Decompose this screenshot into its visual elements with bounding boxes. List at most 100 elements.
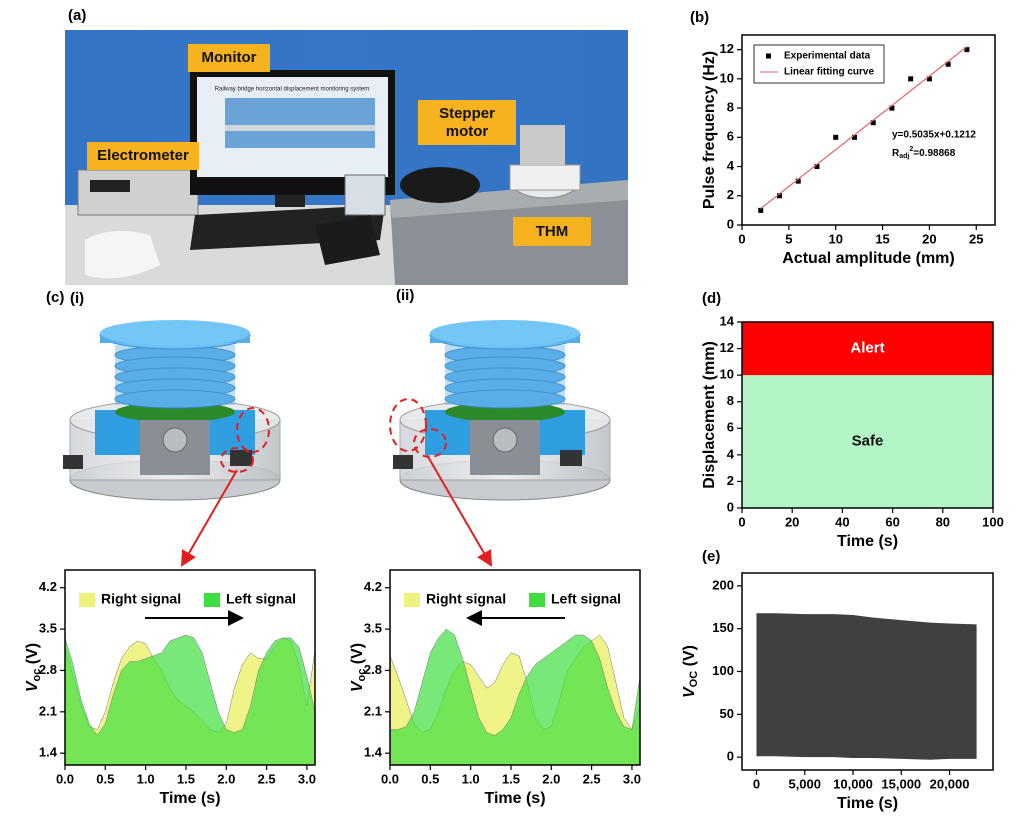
zone	[742, 322, 993, 376]
x-tick-label: 15	[875, 231, 889, 246]
y-axis-label: Pulse frequency (Hz)	[701, 51, 718, 209]
render-part	[445, 345, 565, 405]
x-tick-label: 0.0	[56, 771, 74, 786]
x-tick-label: 2.0	[217, 771, 235, 786]
legend-label: Right signal	[426, 591, 506, 607]
legend-label: Left signal	[226, 591, 296, 607]
signal-band	[756, 613, 977, 760]
chart: Right signal Left signal 0.0 0.5 1.0 1.5 2.0 2.…	[24, 569, 316, 807]
zone-label: Alert	[850, 340, 884, 357]
data-point	[889, 105, 895, 111]
data-point	[776, 193, 782, 199]
data-point	[908, 76, 914, 82]
x-axis-label: Time (s)	[837, 795, 898, 812]
y-tick-label: 2.1	[364, 703, 382, 718]
annotation: y=0.5035x+0.1212	[892, 130, 976, 141]
signal-area	[64, 634, 316, 766]
panel-labels: (a) (b) (c) (i) (ii) (d) (e)	[46, 7, 721, 565]
chart: Safe Alert 0 20 40 60 80 100 0 2 4 6 8 10 12 14 Time (s)…	[701, 313, 1004, 550]
y-tick-label: 2	[727, 187, 734, 202]
y-tick-label: 50	[720, 706, 734, 721]
y-axis-label-part: oc	[31, 669, 43, 682]
data-point	[964, 47, 970, 53]
legend-label: Linear fitting curve	[784, 67, 874, 78]
annotation: Radj2=0.98868	[892, 146, 956, 160]
plot-frame	[741, 34, 996, 226]
data-point	[833, 134, 839, 140]
data-point	[795, 178, 801, 184]
y-tick-label: 0	[727, 216, 734, 231]
x-tick-label: 2.0	[542, 771, 560, 786]
render-part	[63, 455, 83, 469]
photo: Railway bridge horizontal displacement m…	[65, 30, 628, 285]
y-tick-label: 100	[712, 663, 734, 678]
x-tick-label: 20	[922, 231, 936, 246]
x-tick-label: 0.5	[421, 771, 439, 786]
y-tick-label: 200	[712, 577, 734, 592]
render-part	[114, 389, 236, 409]
chart: Experimental data Linear fitting curve y=0…	[701, 34, 996, 267]
panel-label: (a)	[68, 7, 86, 24]
panel-label: (b)	[690, 9, 709, 26]
y-tick-label: 10	[720, 367, 734, 382]
x-tick-label: 0	[753, 776, 760, 791]
y-tick-label: 3.5	[364, 621, 382, 636]
x-tick-label: 2.5	[258, 771, 276, 786]
x-tick-label: 40	[835, 514, 849, 529]
y-axis-label: Voc (V)	[24, 643, 43, 692]
x-tick-label: 0.5	[96, 771, 114, 786]
chart: 0 5,000 10,000 15,000 20,000 0 50 100 150 200 Time…	[681, 572, 994, 812]
plot-frame	[64, 569, 316, 766]
zone-label: Safe	[852, 433, 884, 450]
y-tick-label: 10	[720, 70, 734, 85]
y-axis-label-part: V	[349, 680, 366, 692]
render-part	[100, 320, 250, 346]
render-part	[492, 427, 518, 453]
x-tick-label: 20,000	[930, 776, 970, 791]
legend-label: Experimental data	[784, 51, 871, 62]
device-render	[63, 320, 281, 501]
x-tick-label: 15,000	[881, 776, 921, 791]
y-axis-label: VOC (V)	[681, 645, 700, 698]
legend-box	[753, 44, 885, 84]
y-tick-label: 2	[727, 473, 734, 488]
y-tick-label: 12	[720, 340, 734, 355]
fit-line	[760, 46, 968, 209]
legend-swatch	[766, 53, 771, 59]
annotation-part: =0.98868	[913, 148, 955, 159]
x-tick-label: 5	[785, 231, 792, 246]
x-axis-label: Actual amplitude (mm)	[782, 250, 954, 267]
y-tick-label: 1.4	[39, 745, 58, 760]
photo-label: Monitor	[188, 44, 270, 72]
annotation-part: R	[892, 148, 900, 159]
y-tick-label: 12	[720, 41, 734, 56]
y-tick-label: 4.2	[39, 579, 57, 594]
plot-frame	[741, 321, 994, 509]
y-tick-label: 8	[727, 393, 734, 408]
y-tick-label: 4	[727, 158, 735, 173]
data-point	[851, 134, 857, 140]
y-tick-label: 8	[727, 100, 734, 115]
callouts	[180, 398, 493, 567]
legend-swatch	[79, 593, 95, 607]
render-part	[162, 427, 188, 453]
x-tick-label: 0	[738, 231, 745, 246]
y-axis-label-part: OC	[688, 671, 700, 688]
y-axis-label: Displacement (mm)	[701, 341, 718, 489]
data-point	[814, 164, 820, 170]
x-tick-label: 10	[828, 231, 842, 246]
data-point	[926, 76, 932, 82]
y-tick-label: 2.1	[39, 703, 57, 718]
render-part	[444, 389, 566, 409]
panel-label: (d)	[702, 290, 721, 307]
plot-frame	[389, 569, 641, 766]
data-point	[945, 61, 951, 67]
render-part	[115, 345, 235, 405]
x-tick-label: 1.5	[502, 771, 520, 786]
annotation-part: 2	[909, 146, 913, 153]
y-axis-label: Voc (V)	[349, 643, 368, 692]
chart: Right signal Left signal 0.0 0.5 1.0 1.5 2.0 2.…	[349, 569, 641, 807]
x-tick-label: 3.0	[298, 771, 316, 786]
photo-label: Stepper motor	[418, 100, 516, 145]
